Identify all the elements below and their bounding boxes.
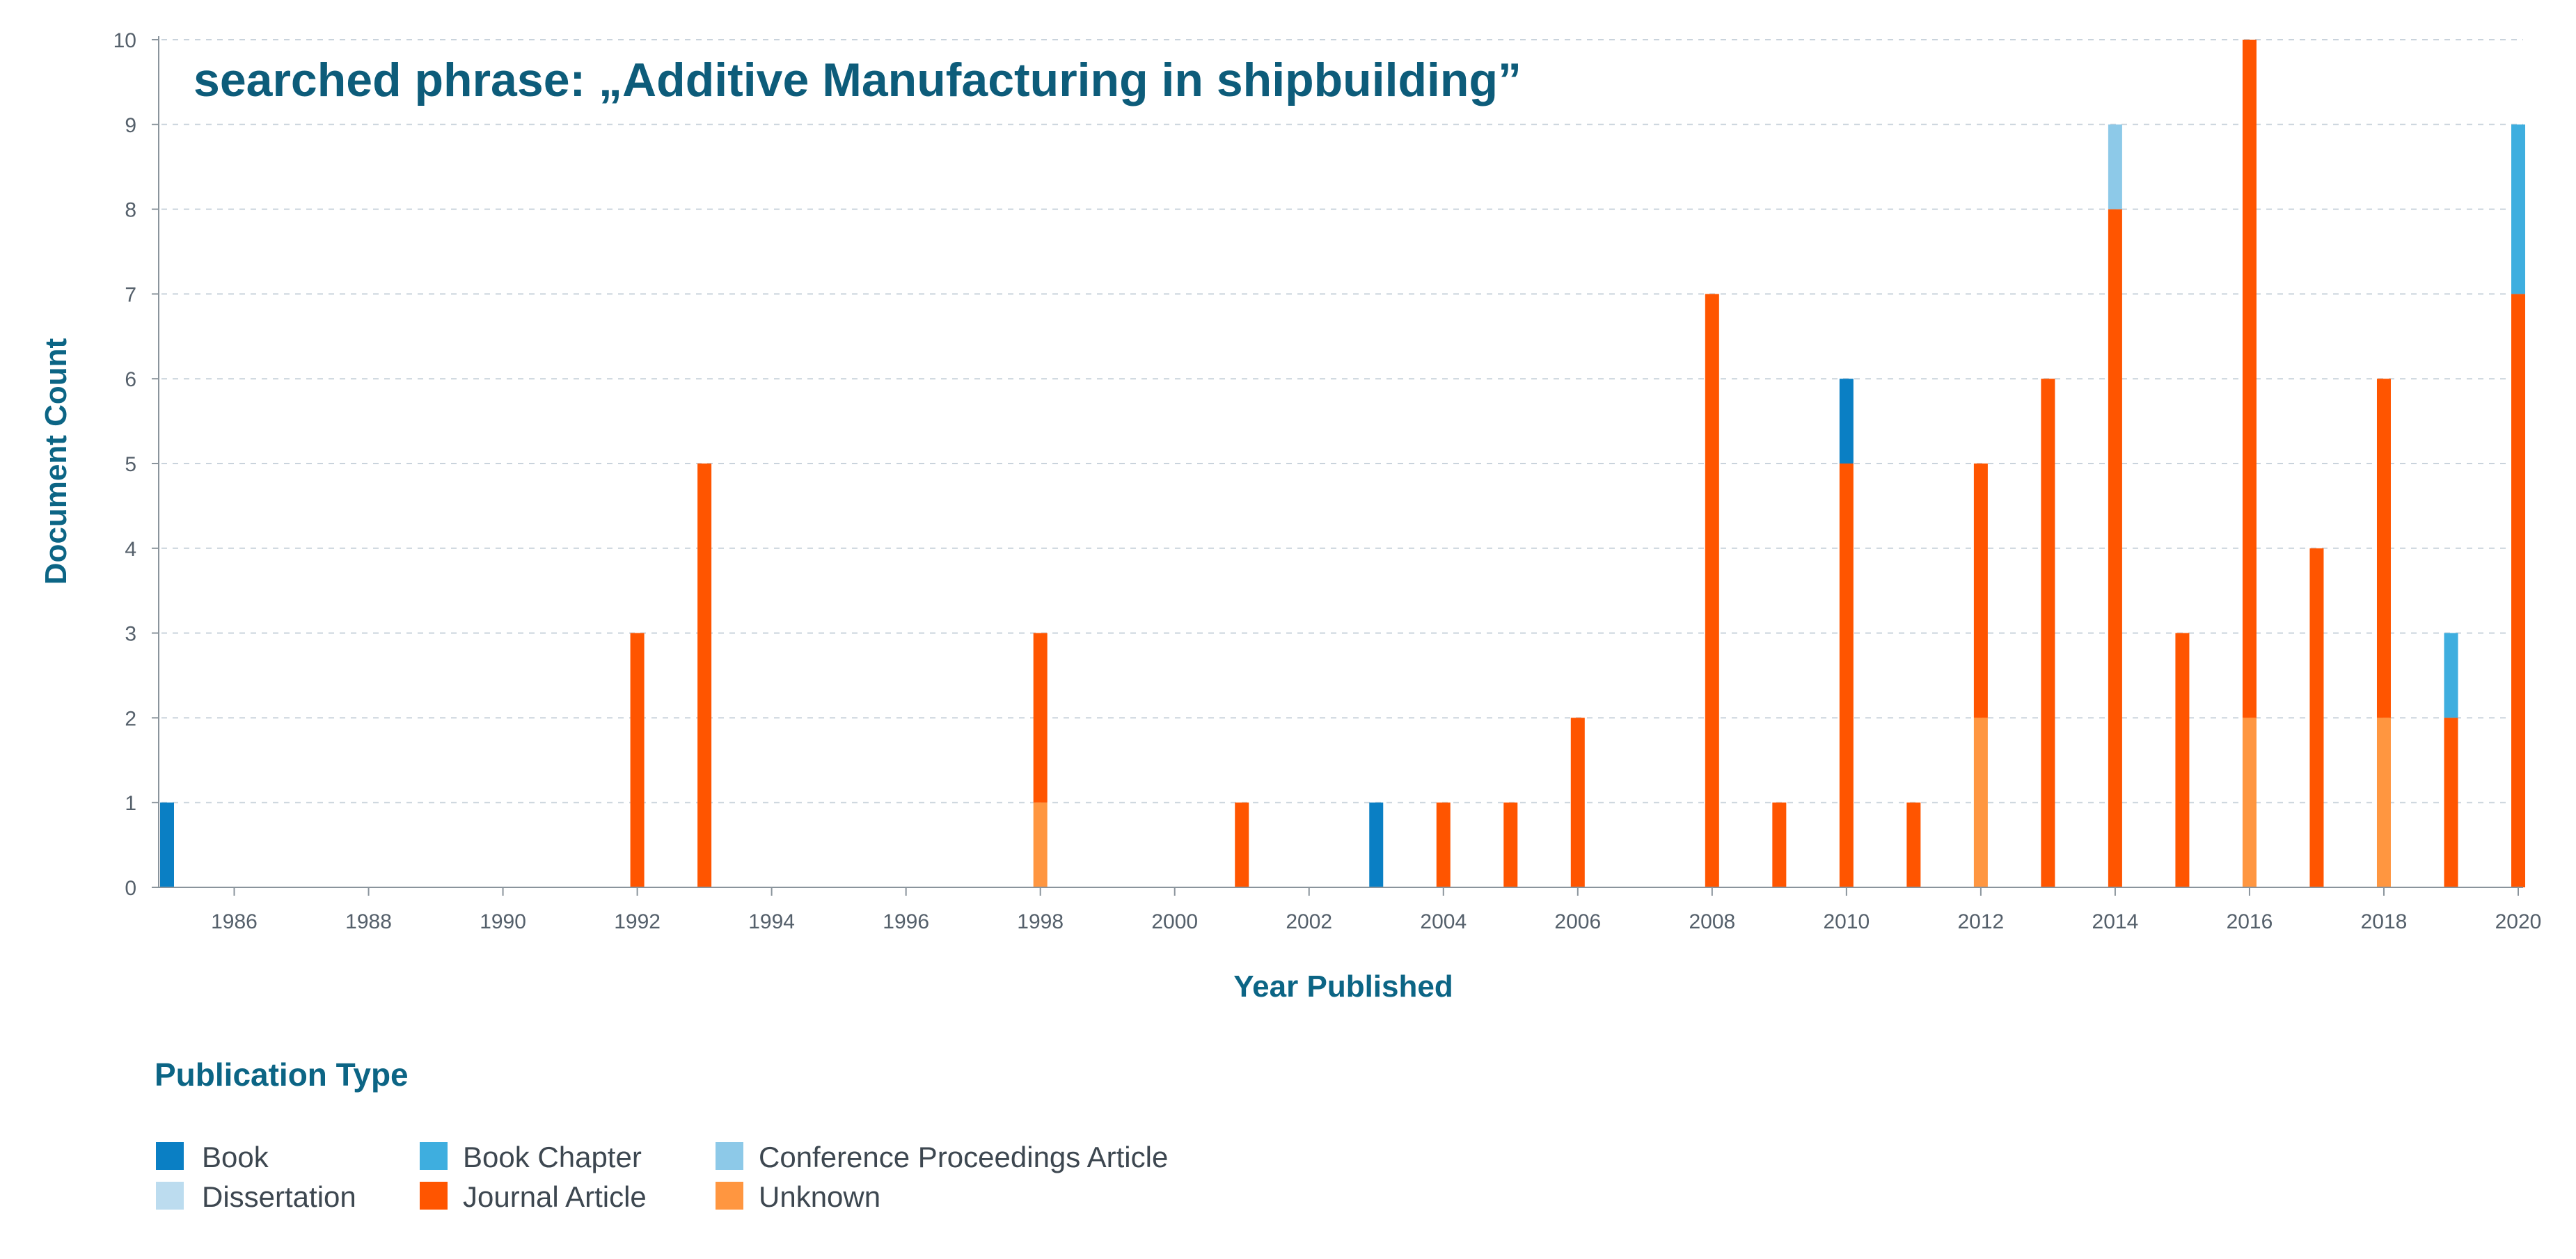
bar-2009-journal-article[interactable] <box>1772 802 1787 887</box>
bar-2012-journal-article[interactable] <box>1973 464 1988 718</box>
bar-2018-journal-article[interactable] <box>2376 379 2391 718</box>
legend-item-conference-proceedings-article[interactable]: Conference Proceedings Article <box>716 1141 1168 1173</box>
bar-2014-journal-article[interactable] <box>2108 209 2122 888</box>
bar-2018-unknown[interactable] <box>2376 718 2391 887</box>
x-tick-label-2000: 2000 <box>1151 910 1198 933</box>
legend-item-unknown[interactable]: Unknown <box>716 1180 880 1213</box>
x-tick-label-1998: 1998 <box>1017 910 1064 933</box>
legend-item-book-chapter[interactable]: Book Chapter <box>420 1141 642 1173</box>
bar-2015-journal-article[interactable] <box>2175 633 2190 887</box>
legend-item-journal-article[interactable]: Journal Article <box>420 1180 647 1213</box>
legend-label-unknown: Unknown <box>759 1180 880 1213</box>
bar-2005-journal-article[interactable] <box>1503 802 1518 887</box>
x-tick-label-2004: 2004 <box>1420 910 1467 933</box>
gridlines <box>161 39 2523 804</box>
legend-swatch-book-chapter <box>420 1142 448 1170</box>
bar-2020-journal-article[interactable] <box>2511 294 2525 887</box>
x-tick-label-2016: 2016 <box>2227 910 2273 933</box>
bar-2013-journal-article[interactable] <box>2041 379 2055 887</box>
y-tick-label-9: 9 <box>125 114 136 137</box>
x-tick-label-2020: 2020 <box>2495 910 2542 933</box>
y-tick-label-2: 2 <box>125 707 136 730</box>
bar-2003-book[interactable] <box>1369 802 1384 887</box>
x-tick-labels: 1986 1988 1990 1992 1994 1996 1998 2000 2002 2004… <box>211 887 2541 933</box>
legend-label-journal-article: Journal Article <box>463 1180 647 1213</box>
bar-2001-journal-article[interactable] <box>1235 802 1249 887</box>
x-tick-label-1986: 1986 <box>211 910 258 933</box>
legend-label-book: Book <box>202 1141 269 1173</box>
y-tick-label-5: 5 <box>125 453 136 476</box>
bar-2019-journal-article[interactable] <box>2444 718 2458 887</box>
x-tick-label-1996: 1996 <box>883 910 929 933</box>
legend-label-book-chapter: Book Chapter <box>463 1141 642 1173</box>
y-tick-label-8: 8 <box>125 199 136 222</box>
bar-2019-book-chapter[interactable] <box>2444 633 2458 718</box>
bar-1998-unknown[interactable] <box>1033 802 1048 887</box>
bar-2006-journal-article[interactable] <box>1570 718 1585 887</box>
axes <box>158 36 2523 888</box>
bar-2016-unknown[interactable] <box>2242 718 2257 887</box>
y-tick-label-3: 3 <box>125 623 136 646</box>
bars <box>160 40 2525 888</box>
x-tick-label-2010: 2010 <box>1823 910 1870 933</box>
bar-2020-book-chapter[interactable] <box>2511 124 2525 294</box>
bar-1992-journal-article[interactable] <box>630 633 645 887</box>
bar-1993-journal-article[interactable] <box>697 464 712 887</box>
x-tick-label-2018: 2018 <box>2361 910 2408 933</box>
legend-title: Publication Type <box>155 1056 409 1093</box>
legend-swatch-dissertation <box>156 1182 184 1210</box>
y-tick-label-0: 0 <box>125 877 136 900</box>
chart-title: searched phrase: „Additive Manufacturing… <box>193 54 1522 106</box>
legend-label-conference-proceedings-article: Conference Proceedings Article <box>759 1141 1168 1173</box>
legend-swatch-book <box>156 1142 184 1170</box>
x-tick-label-2014: 2014 <box>2092 910 2139 933</box>
x-tick-label-2008: 2008 <box>1689 910 1735 933</box>
x-tick-label-2012: 2012 <box>1958 910 2005 933</box>
bar-2014-conference-proceedings-article[interactable] <box>2108 124 2122 209</box>
legend-swatch-unknown <box>716 1182 743 1210</box>
y-tick-label-6: 6 <box>125 368 136 391</box>
bar-2010-journal-article[interactable] <box>1839 464 1854 887</box>
y-tick-label-7: 7 <box>125 283 136 306</box>
y-tick-label-4: 4 <box>125 538 136 561</box>
x-tick-label-2006: 2006 <box>1554 910 1601 933</box>
legend-swatch-journal-article <box>420 1182 448 1210</box>
x-tick-label-2002: 2002 <box>1286 910 1332 933</box>
bar-2011-journal-article[interactable] <box>1906 802 1921 887</box>
x-tick-label-1994: 1994 <box>748 910 795 933</box>
bar-2012-unknown[interactable] <box>1973 718 1988 887</box>
bar-2016-journal-article[interactable] <box>2242 40 2257 718</box>
y-tick-labels: 0 1 2 3 4 5 6 7 8 9 10 <box>113 29 159 900</box>
bar-2017-journal-article[interactable] <box>2309 548 2324 887</box>
bar-1998-journal-article[interactable] <box>1033 633 1048 803</box>
legend-item-book[interactable]: Book <box>156 1141 269 1173</box>
y-tick-label-10: 10 <box>113 29 136 52</box>
x-tick-label-1988: 1988 <box>345 910 392 933</box>
x-axis-title: Year Published <box>1233 969 1453 1004</box>
y-tick-label-1: 1 <box>125 792 136 815</box>
legend-item-dissertation[interactable]: Dissertation <box>156 1180 356 1213</box>
legend: Book Book Chapter Conference Proceedings… <box>156 1141 1168 1213</box>
bar-1985-book[interactable] <box>160 802 174 887</box>
legend-swatch-conference-proceedings-article <box>716 1142 743 1170</box>
legend-label-dissertation: Dissertation <box>202 1180 356 1213</box>
y-axis-title: Document Count <box>39 338 73 585</box>
x-tick-label-1990: 1990 <box>480 910 526 933</box>
bar-2004-journal-article[interactable] <box>1436 802 1451 887</box>
bar-2008-journal-article[interactable] <box>1705 294 1719 887</box>
bar-2010-book[interactable] <box>1839 379 1854 464</box>
x-tick-label-1992: 1992 <box>614 910 661 933</box>
